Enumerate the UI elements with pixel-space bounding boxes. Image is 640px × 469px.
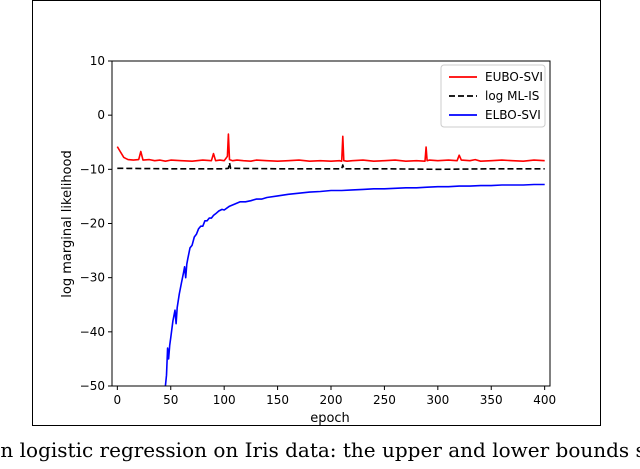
axes: 0 50 100 150 200 250 300 350 400100−10−20−30−40−… [80, 54, 556, 407]
y-axis-label: log marginal likelihood [60, 150, 75, 297]
y-tick-label: −40 [80, 325, 105, 339]
legend-entry: log ML-IS [485, 89, 539, 103]
y-tick-label: −50 [80, 379, 105, 393]
figure-caption: esian logistic regression on Iris data: … [0, 438, 640, 462]
legend-box [440, 64, 546, 128]
plot-area [116, 133, 545, 386]
x-tick-label: 0 [114, 393, 122, 407]
y-tick-label: −30 [80, 271, 105, 285]
series-line-log-ml-is [117, 162, 545, 171]
x-axis-label: epoch [310, 411, 350, 425]
legend-entry: EUBO-SVI [485, 70, 543, 84]
y-tick-label: −10 [80, 162, 105, 176]
x-tick-label: 300 [426, 393, 449, 407]
x-tick-label: 200 [320, 393, 343, 407]
x-tick-label: 250 [373, 393, 396, 407]
legend-entry: ELBO-SVI [485, 108, 541, 122]
x-tick-label: 400 [533, 393, 556, 407]
series-line-eubo-svi [116, 133, 545, 162]
y-tick-label: 10 [90, 54, 105, 68]
x-tick-label: 350 [480, 393, 503, 407]
x-tick-label: 50 [163, 393, 178, 407]
y-tick-label: −20 [80, 217, 105, 231]
x-tick-label: 150 [266, 393, 289, 407]
y-tick-label: 0 [97, 108, 105, 122]
x-tick-label: 100 [213, 393, 236, 407]
series-line-elbo-svi [164, 183, 545, 386]
line-chart: 0 50 100 150 200 250 300 350 400100−10−20−30−40−… [60, 54, 556, 425]
legend: EUBO-SVI log ML-IS ELBO-SVI [440, 64, 546, 128]
figure-frame: 0 50 100 150 200 250 300 350 400 10 0 −10 −20 −30 −40−… [32, 0, 601, 426]
